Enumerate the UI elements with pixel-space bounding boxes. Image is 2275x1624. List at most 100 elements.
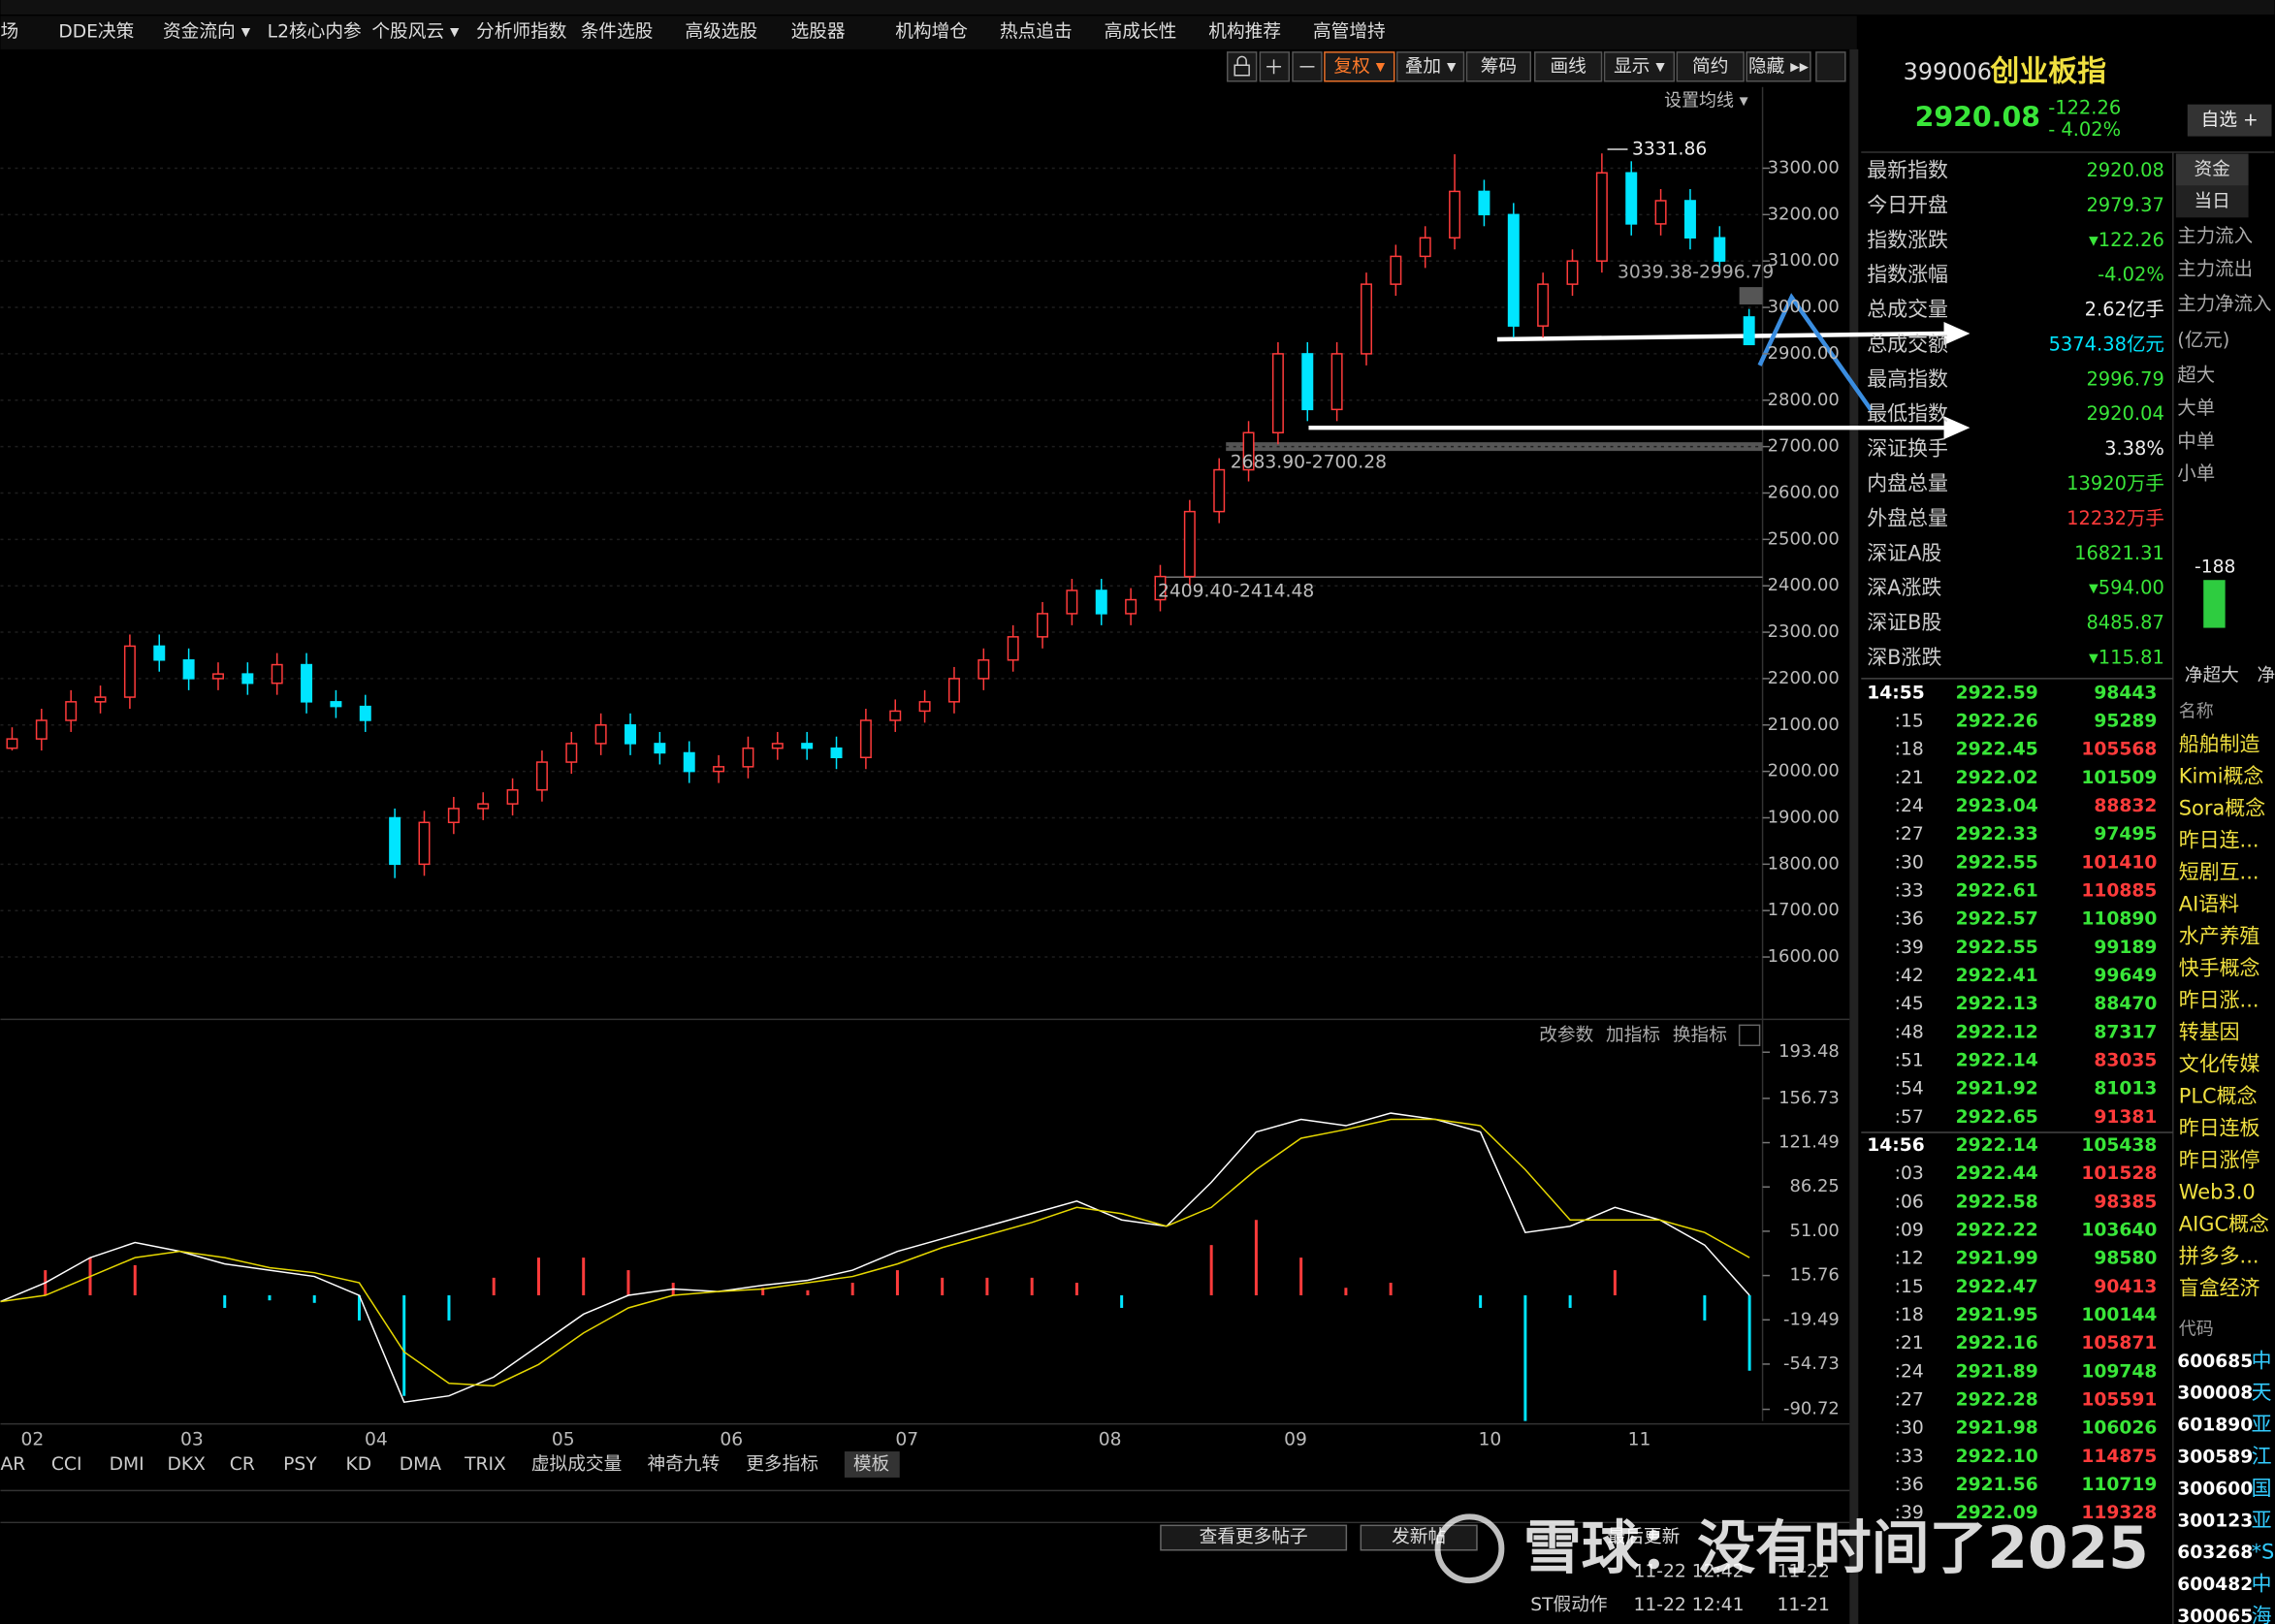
concept[interactable]: 转基因 (2179, 1020, 2240, 1043)
stat-value: 2979.37 (2086, 194, 2163, 216)
menu-item[interactable]: 场 (1, 21, 19, 42)
concept[interactable]: AI语料 (2179, 893, 2239, 916)
tick-volume: 98580 (2094, 1249, 2157, 1269)
indicator-tab[interactable]: 更多指标 (746, 1454, 818, 1475)
concept[interactable]: Kimi概念 (2179, 765, 2264, 788)
candle-body (271, 663, 283, 685)
indicator-button[interactable]: 换指标 (1673, 1025, 1727, 1045)
annotation: 3039.38-2996.79 (1618, 263, 1774, 283)
stat-label: 总成交量 (1867, 298, 1948, 321)
stat-value: 12232万手 (2067, 507, 2164, 529)
indicator-tab[interactable]: 神奇九转 (648, 1454, 721, 1475)
tool-label[interactable]: 复权 ▾ (1333, 56, 1385, 77)
tick-volume: 91381 (2094, 1107, 2157, 1128)
concept[interactable]: 昨日连板 (2179, 1116, 2260, 1139)
indicator-button[interactable]: 改参数 (1539, 1025, 1593, 1045)
fund-tab[interactable]: 资金 (2195, 159, 2231, 179)
indicator-tab[interactable]: 模板 (853, 1454, 890, 1475)
menu-item[interactable]: 高级选股 (685, 21, 757, 42)
menu-item[interactable]: 热点追击 (1000, 21, 1073, 42)
concept[interactable]: 昨日涨停 (2179, 1148, 2260, 1171)
tick-price: 2922.12 (1956, 1022, 2038, 1042)
tool-label[interactable]: 画线 (1550, 56, 1586, 77)
indicator-button[interactable]: 加指标 (1606, 1025, 1660, 1045)
tool-label[interactable]: 简约 (1692, 56, 1728, 77)
tick-time: :24 (1895, 1361, 1924, 1382)
fullscreen-button[interactable] (1815, 51, 1846, 82)
indicator-tab[interactable]: CR (230, 1454, 255, 1475)
concept[interactable]: 短剧互... (2179, 861, 2259, 884)
candle-body (418, 821, 431, 866)
menu-item[interactable]: 高管增持 (1313, 21, 1386, 42)
menu-item[interactable]: 机构推荐 (1208, 21, 1281, 42)
tool-button[interactable] (1324, 51, 1395, 82)
indicator-tab[interactable]: DMI (110, 1454, 144, 1475)
menu-item[interactable]: 个股风云 ▾ (371, 21, 460, 42)
tool-button[interactable] (1676, 51, 1745, 82)
menu-item[interactable]: L2核心内参 (268, 21, 362, 42)
candle-body (565, 743, 578, 763)
indicator-tab[interactable]: DMA (400, 1454, 442, 1475)
button-label[interactable]: 发新帖 (1392, 1527, 1446, 1547)
indicator-tab[interactable]: AR (1, 1454, 26, 1475)
tick-time: :33 (1895, 881, 1924, 902)
active-tab[interactable] (844, 1451, 900, 1478)
button[interactable] (1360, 1524, 1478, 1551)
tick-volume: 109748 (2081, 1361, 2157, 1382)
menu-item[interactable]: 高成长性 (1105, 21, 1177, 42)
fund-tab[interactable]: 当日 (2195, 191, 2230, 211)
tick-time: :48 (1895, 1022, 1924, 1042)
tool-label[interactable]: 叠加 ▾ (1405, 56, 1457, 77)
candle-body (1271, 353, 1284, 434)
stock-name: 江 (2252, 1445, 2272, 1468)
tool-label[interactable]: 显示 ▾ (1614, 56, 1665, 77)
tool-label[interactable]: 筹码 (1481, 56, 1517, 77)
concept[interactable]: AIGC概念 (2179, 1212, 2269, 1235)
candle-body (211, 673, 224, 680)
indicator-tab[interactable]: CCI (51, 1454, 82, 1475)
indicator-tab[interactable]: PSY (283, 1454, 317, 1475)
menu-item[interactable]: 机构增仓 (895, 21, 968, 42)
concept[interactable]: 昨日连... (2179, 829, 2259, 852)
tool-label[interactable]: 隐藏 ▸▸ (1748, 56, 1810, 77)
menu-item[interactable]: 资金流向 ▾ (163, 21, 251, 42)
concept[interactable]: 快手概念 (2179, 957, 2260, 980)
concept[interactable]: 船舶制造 (2179, 733, 2260, 756)
tool-button[interactable] (1395, 51, 1465, 82)
tool-button[interactable] (1465, 51, 1532, 82)
stat-value: 8485.87 (2086, 612, 2163, 634)
concept[interactable]: 文化传媒 (2179, 1052, 2260, 1075)
close-button[interactable] (1738, 1024, 1761, 1047)
tool-button[interactable] (1534, 51, 1603, 82)
indicator-tab[interactable]: DKX (167, 1454, 206, 1475)
add-label[interactable]: 自选 + (2201, 111, 2259, 131)
menu-item[interactable]: 条件选股 (581, 21, 654, 42)
tool-button[interactable] (1746, 51, 1811, 82)
concept[interactable]: Web3.0 (2179, 1180, 2256, 1203)
add-button[interactable] (2187, 104, 2272, 137)
menu-item[interactable]: 选股器 (791, 21, 846, 42)
y-tick-label: 51.00 (1789, 1221, 1839, 1241)
concept[interactable]: 昨日涨... (2179, 989, 2259, 1012)
concept[interactable]: 拼多多... (2179, 1244, 2259, 1267)
fund-row: 大单 (2177, 397, 2215, 419)
tab[interactable] (2175, 185, 2249, 218)
indicator-tab[interactable]: TRIX (464, 1454, 506, 1475)
candle-body (1125, 598, 1138, 615)
stock-code: 399006 (1904, 58, 1992, 85)
ma-setting[interactable]: 设置均线 ▾ (1664, 91, 1747, 111)
concept[interactable]: PLC概念 (2179, 1084, 2258, 1107)
indicator-tab[interactable]: 虚拟成交量 (531, 1454, 622, 1475)
menu-item[interactable]: 分析师指数 (476, 21, 567, 42)
concept[interactable]: 盲盒经济 (2179, 1276, 2260, 1299)
tool-button[interactable] (1603, 51, 1676, 82)
tab[interactable] (2175, 153, 2249, 186)
menu-item[interactable]: DDE决策 (58, 21, 134, 42)
button-label[interactable]: 查看更多帖子 (1200, 1527, 1308, 1547)
candle-body (801, 743, 814, 749)
concept[interactable]: 水产养殖 (2179, 925, 2260, 948)
concept[interactable]: Sora概念 (2179, 797, 2265, 820)
indicator-tab[interactable]: KD (345, 1454, 371, 1475)
x-tick-label: 05 (552, 1430, 575, 1450)
button[interactable] (1160, 1524, 1348, 1551)
